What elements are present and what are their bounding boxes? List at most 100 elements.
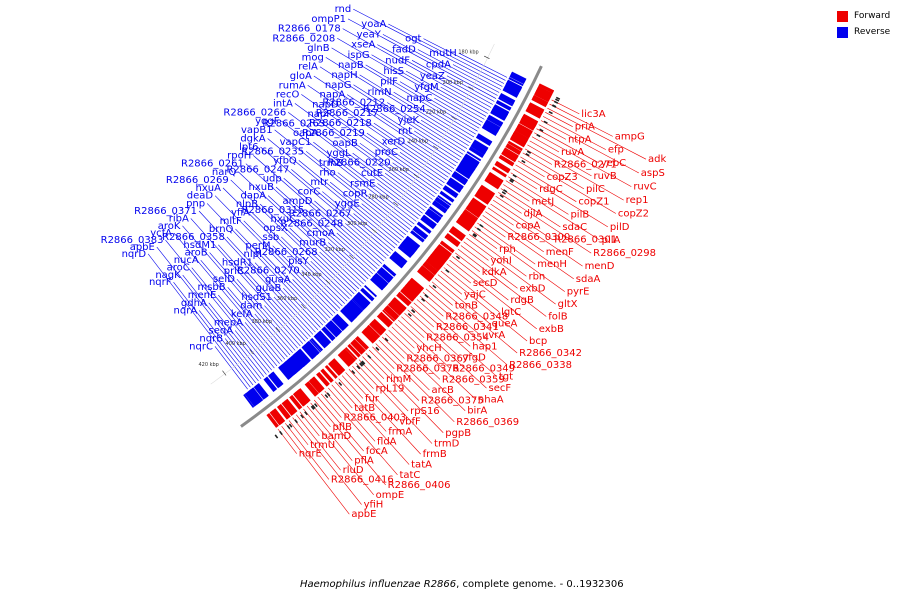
leader-line xyxy=(253,155,380,267)
forward-feature xyxy=(505,143,522,156)
reverse-feature xyxy=(321,326,336,342)
reverse-feature xyxy=(361,287,375,301)
reverse-feature xyxy=(414,225,429,238)
forward-feature xyxy=(444,235,459,248)
gene-label: yhcH xyxy=(416,343,441,354)
reverse-feature xyxy=(350,299,363,313)
leader-line xyxy=(234,330,270,373)
gene-label: mtr xyxy=(310,177,329,188)
forward-feature xyxy=(372,318,387,332)
forward-feature xyxy=(337,353,350,367)
gene-label: secD xyxy=(473,278,498,289)
gene-label: napC xyxy=(407,93,433,104)
gene-label: apbE xyxy=(351,509,376,520)
forward-feature xyxy=(520,118,536,129)
leader-line xyxy=(474,226,565,292)
leader-line xyxy=(404,313,487,389)
gene-label: R2866_0254 xyxy=(363,104,426,115)
tick-label: 340 kbp xyxy=(301,272,321,278)
leader-line xyxy=(336,232,378,269)
gene-label: tgt xyxy=(499,372,513,383)
reverse-feature xyxy=(502,86,519,98)
leader-line xyxy=(337,172,411,230)
gene-label: priA xyxy=(575,122,595,133)
leader-line xyxy=(353,8,503,87)
feature-marker xyxy=(375,346,380,351)
reverse-feature xyxy=(490,109,507,121)
reverse-feature xyxy=(373,272,389,287)
leader-line xyxy=(348,369,398,422)
leader-line xyxy=(545,112,573,127)
gene-label: ampG xyxy=(615,131,645,142)
forward-feature xyxy=(284,398,298,414)
gene-label: ampD xyxy=(282,196,312,207)
gene-label: pilC xyxy=(586,184,605,195)
leader-line xyxy=(341,375,364,399)
leader-line xyxy=(358,359,409,412)
gene-label: yohI xyxy=(490,255,511,266)
leader-line xyxy=(214,346,248,390)
feature-marker xyxy=(510,178,515,182)
gene-label: napD xyxy=(312,99,339,110)
forward-feature xyxy=(513,131,529,142)
leader-line xyxy=(355,362,433,444)
gene-label: kefA xyxy=(231,309,253,320)
feature-marker xyxy=(351,370,356,375)
leader-line xyxy=(529,140,592,177)
forward-feature xyxy=(388,301,403,315)
leader-line xyxy=(165,239,272,371)
gene-label: brnQ xyxy=(209,224,234,235)
leader-line xyxy=(254,313,291,356)
gene-label: hxuC xyxy=(271,214,297,225)
gene-label: nagK xyxy=(155,270,181,281)
leader-line xyxy=(388,329,441,380)
leader-line xyxy=(446,75,495,102)
leader-line xyxy=(425,288,481,336)
tick-label: 320 kbp xyxy=(325,247,345,253)
feature-marker xyxy=(539,128,544,132)
leader-line xyxy=(226,236,316,333)
feature-marker xyxy=(553,100,559,104)
reverse-feature xyxy=(347,303,360,316)
gene-label: pflB xyxy=(332,422,352,433)
gene-label: nlpB xyxy=(236,199,258,210)
leader-line xyxy=(538,124,567,140)
leader-line xyxy=(398,319,451,369)
reverse-feature xyxy=(306,341,319,356)
gene-label: R2866_0349 xyxy=(452,363,515,374)
leader-line xyxy=(307,85,447,181)
reverse-feature xyxy=(481,126,497,136)
forward-feature xyxy=(292,393,305,407)
gene-label: nqrD xyxy=(122,249,147,260)
forward-feature xyxy=(534,90,551,102)
leader-line xyxy=(487,207,514,226)
gene-label: gdhA xyxy=(181,298,207,309)
tick-mark xyxy=(325,279,331,285)
gene-label: pilF xyxy=(380,77,398,88)
gene-label: hap1 xyxy=(472,341,497,352)
gene-label: yajC xyxy=(464,289,486,300)
gene-label: frmA xyxy=(388,426,412,437)
forward-feature xyxy=(503,148,519,158)
feature-marker xyxy=(286,425,291,430)
leader-line xyxy=(534,132,632,187)
feature-marker xyxy=(555,98,560,102)
gene-label: R2866_0220 xyxy=(328,158,391,169)
reverse-feature xyxy=(351,298,365,311)
leader-line xyxy=(254,262,319,331)
forward-feature xyxy=(316,371,330,387)
gene-label: opsX xyxy=(263,223,288,234)
legend-label-reverse: Reverse xyxy=(854,27,891,37)
leader-line xyxy=(503,184,530,202)
leader-line xyxy=(281,425,350,515)
feature-marker xyxy=(445,269,450,273)
leader-line xyxy=(406,141,453,172)
leader-line xyxy=(427,108,475,138)
gene-label: glnB xyxy=(307,43,329,54)
leader-line xyxy=(306,209,376,272)
gene-label: rpL19 xyxy=(376,384,405,395)
leader-line xyxy=(365,353,444,433)
gene-label: R2866_0267 xyxy=(289,209,352,220)
leader-line xyxy=(292,279,331,319)
reverse-feature xyxy=(460,157,477,171)
